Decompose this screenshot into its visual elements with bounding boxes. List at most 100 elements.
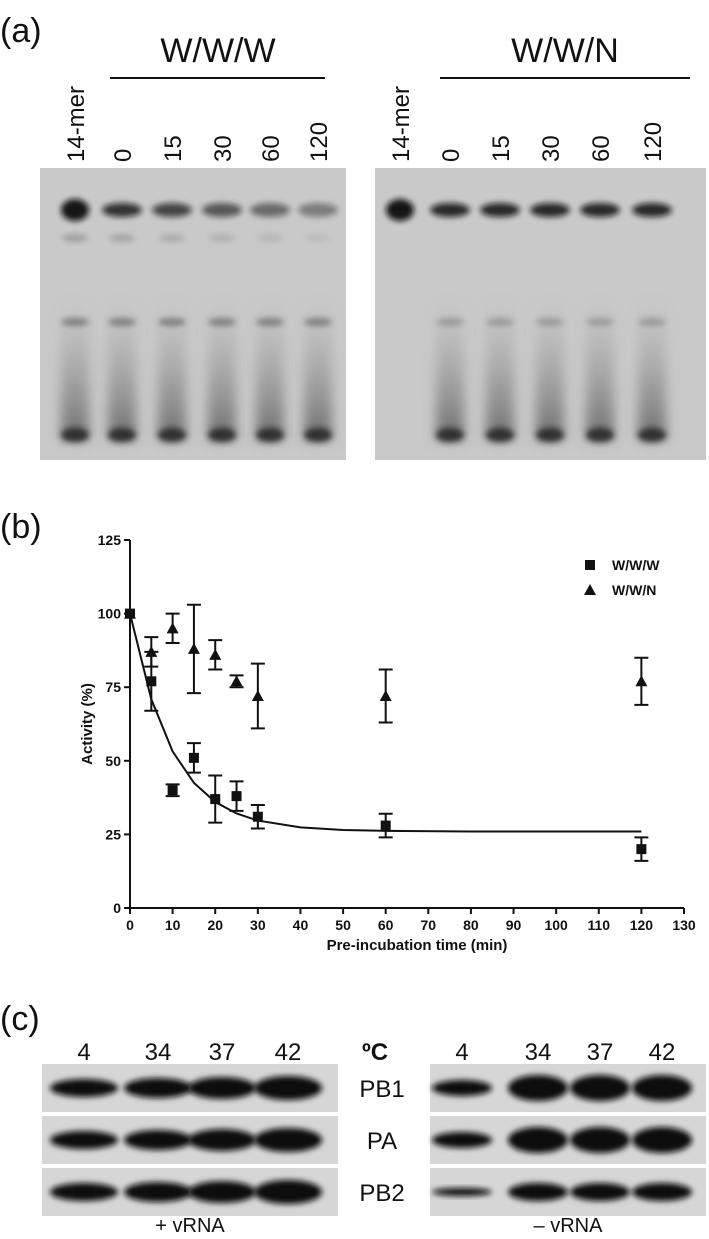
y-axis-label: Activity (%) bbox=[79, 683, 96, 765]
band bbox=[480, 203, 520, 217]
legend-label: W/W/N bbox=[612, 582, 656, 598]
temperature-label: 4 bbox=[455, 1039, 468, 1066]
blot-band bbox=[432, 1188, 492, 1196]
band bbox=[208, 318, 236, 326]
x-tick-label: 10 bbox=[165, 917, 181, 933]
lane-label: 30 bbox=[210, 135, 237, 162]
western-blots: 4 34 37 42 4 34 37 42 ºC PB1 PA PB2 + vRNA – vRNA bbox=[42, 1039, 706, 1237]
x-tick-label: 30 bbox=[250, 917, 266, 933]
blot-band bbox=[188, 1077, 256, 1099]
panel-label: (a) bbox=[0, 12, 42, 50]
lane-label: 15 bbox=[160, 135, 187, 162]
point bbox=[210, 794, 221, 805]
lane-label: 0 bbox=[110, 149, 137, 162]
band bbox=[486, 318, 514, 326]
point bbox=[146, 676, 157, 687]
lane-label: 120 bbox=[306, 122, 333, 162]
band bbox=[632, 203, 672, 217]
band bbox=[158, 428, 186, 442]
blot-band bbox=[254, 1076, 322, 1100]
point bbox=[231, 791, 242, 802]
band bbox=[586, 318, 614, 326]
y-tick-label: 0 bbox=[113, 900, 121, 916]
blot-band bbox=[508, 1075, 568, 1101]
temperature-label: 42 bbox=[649, 1039, 676, 1066]
point bbox=[251, 690, 264, 702]
lane-label: 60 bbox=[588, 135, 615, 162]
band bbox=[304, 428, 332, 442]
band bbox=[159, 234, 185, 242]
lane-label: 14-mer bbox=[388, 86, 415, 162]
x-tick-label: 40 bbox=[293, 917, 309, 933]
band bbox=[108, 428, 136, 442]
band bbox=[208, 428, 236, 442]
unit-label: ºC bbox=[362, 1039, 388, 1066]
y-tick-label: 75 bbox=[105, 679, 121, 695]
blot-band bbox=[50, 1079, 118, 1097]
x-tick-label: 70 bbox=[421, 917, 437, 933]
band bbox=[430, 203, 470, 217]
y-tick-label: 25 bbox=[105, 826, 121, 842]
band bbox=[304, 318, 332, 326]
band bbox=[102, 203, 142, 217]
y-tick-label: 125 bbox=[98, 532, 122, 548]
band bbox=[305, 234, 331, 242]
protein-label: PA bbox=[367, 1128, 397, 1155]
temperature-label: 37 bbox=[209, 1039, 236, 1066]
panel-label: (c) bbox=[0, 1000, 40, 1038]
band bbox=[257, 234, 283, 242]
band bbox=[536, 318, 564, 326]
x-tick-label: 80 bbox=[463, 917, 479, 933]
x-tick-label: 110 bbox=[587, 917, 610, 933]
blot-band bbox=[254, 1180, 322, 1204]
band bbox=[256, 428, 284, 442]
band bbox=[436, 428, 464, 442]
lane-label: 60 bbox=[258, 135, 285, 162]
x-tick-label: 60 bbox=[378, 917, 394, 933]
x-tick-label: 20 bbox=[207, 917, 223, 933]
protein-label: PB2 bbox=[359, 1180, 404, 1207]
x-tick-label: 50 bbox=[335, 917, 351, 933]
x-tick-label: 90 bbox=[506, 917, 522, 933]
lane-label: 30 bbox=[538, 135, 565, 162]
band bbox=[256, 318, 284, 326]
point bbox=[635, 675, 648, 687]
caption: + vRNA bbox=[155, 1215, 225, 1237]
blot-band bbox=[632, 1127, 692, 1153]
legend-marker bbox=[584, 584, 596, 595]
band bbox=[62, 234, 88, 242]
band bbox=[61, 428, 89, 442]
band bbox=[209, 234, 235, 242]
blot-band bbox=[632, 1183, 692, 1201]
caption: – vRNA bbox=[534, 1215, 604, 1237]
point bbox=[124, 607, 136, 619]
band bbox=[530, 203, 570, 217]
point bbox=[187, 642, 200, 654]
band bbox=[436, 318, 464, 326]
blot-band bbox=[254, 1128, 322, 1152]
lane-label: 120 bbox=[640, 122, 667, 162]
gel-background bbox=[40, 168, 346, 460]
group-label: W/W/W bbox=[160, 32, 275, 70]
legend-marker bbox=[585, 560, 595, 570]
temperature-label: 4 bbox=[77, 1039, 90, 1066]
band bbox=[580, 203, 620, 217]
temperature-label: 34 bbox=[525, 1039, 552, 1066]
band bbox=[202, 203, 242, 217]
temperature-label: 42 bbox=[275, 1039, 302, 1066]
blot-band bbox=[188, 1129, 256, 1151]
blot-band bbox=[508, 1183, 568, 1201]
x-tick-label: 100 bbox=[544, 917, 568, 933]
blot-band bbox=[508, 1127, 568, 1153]
band bbox=[109, 234, 135, 242]
point bbox=[166, 622, 179, 634]
gel-images: W/W/W 14-mer 0 15 30 60 120 W/W/N 14-mer 0 15 30 60 1… bbox=[40, 32, 706, 460]
blot-band bbox=[432, 1132, 492, 1148]
x-tick-label: 120 bbox=[630, 917, 654, 933]
y-tick-label: 50 bbox=[105, 753, 121, 769]
band bbox=[61, 199, 89, 221]
x-tick-label: 130 bbox=[672, 917, 696, 933]
protein-label: PB1 bbox=[359, 1076, 404, 1103]
lane-label: 14-mer bbox=[63, 86, 90, 162]
